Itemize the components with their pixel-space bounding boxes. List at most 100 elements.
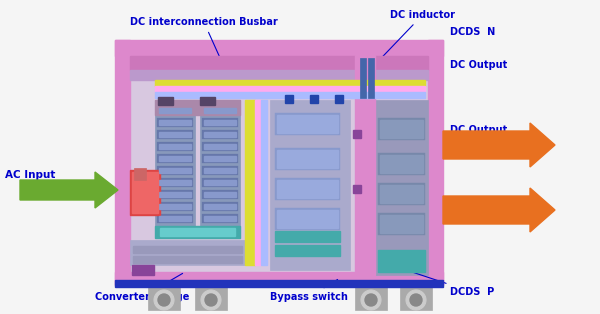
Text: Converter bridge: Converter bridge [95, 273, 190, 302]
Bar [310, 95, 318, 103]
Polygon shape [20, 172, 118, 208]
Bar [157, 118, 193, 127]
Bar [130, 70, 428, 80]
Bar [159, 216, 191, 221]
Text: AC Input: AC Input [5, 170, 55, 180]
Bar [115, 40, 443, 56]
Bar [132, 172, 158, 213]
Bar [159, 120, 191, 125]
Bar [204, 120, 236, 125]
Bar [355, 55, 375, 275]
Bar [157, 202, 193, 211]
Circle shape [410, 294, 422, 306]
Bar [200, 97, 215, 105]
Bar [157, 166, 193, 175]
Bar [378, 118, 425, 140]
Bar [157, 142, 193, 151]
Bar [115, 280, 443, 287]
Bar [277, 210, 338, 228]
Bar [204, 132, 236, 137]
Bar [133, 256, 242, 263]
Bar [130, 56, 428, 70]
Bar [159, 204, 191, 209]
Bar [130, 170, 160, 215]
Bar [375, 100, 428, 275]
Text: DCDS  N: DCDS N [450, 27, 495, 37]
Bar [157, 190, 193, 199]
Bar [115, 272, 443, 285]
Bar [335, 95, 343, 103]
Bar [155, 80, 425, 86]
Bar [353, 130, 361, 138]
Bar [368, 58, 374, 98]
Bar [157, 154, 193, 163]
Bar [132, 265, 154, 275]
Circle shape [361, 290, 381, 310]
Bar [160, 228, 235, 236]
Bar [159, 108, 191, 113]
Bar [202, 166, 238, 175]
Circle shape [154, 290, 174, 310]
Bar [428, 40, 443, 285]
Bar [204, 168, 236, 173]
Bar [400, 287, 432, 310]
Bar [200, 100, 240, 230]
Circle shape [406, 290, 426, 310]
Bar [275, 231, 340, 242]
Bar [275, 148, 340, 170]
Bar [157, 106, 193, 115]
Bar [261, 100, 267, 265]
Bar [353, 185, 361, 193]
Bar [157, 130, 193, 139]
Bar [275, 113, 340, 135]
Bar [202, 142, 238, 151]
Bar [277, 115, 338, 133]
Bar [277, 180, 338, 198]
Bar [202, 202, 238, 211]
Bar [380, 215, 423, 233]
Bar [148, 287, 180, 310]
Circle shape [205, 294, 217, 306]
Bar [202, 178, 238, 187]
Text: DCDS  P: DCDS P [403, 269, 494, 297]
Bar [130, 56, 428, 272]
Bar [255, 100, 261, 265]
Bar [159, 156, 191, 161]
Bar [378, 183, 425, 205]
Bar [202, 118, 238, 127]
Text: DC inductor: DC inductor [367, 10, 455, 73]
Polygon shape [443, 123, 555, 167]
Text: DC Output: DC Output [450, 125, 507, 135]
Bar [275, 245, 340, 256]
Bar [155, 92, 425, 98]
Bar [380, 155, 423, 173]
Bar [204, 108, 236, 113]
Bar [275, 178, 340, 200]
Bar [275, 208, 340, 230]
Bar [202, 214, 238, 223]
Bar [159, 180, 191, 185]
Bar [378, 153, 425, 175]
Circle shape [158, 294, 170, 306]
Bar [378, 250, 425, 272]
Bar [158, 97, 173, 105]
Bar [159, 132, 191, 137]
Text: DC Output: DC Output [450, 60, 507, 70]
Bar [202, 154, 238, 163]
Bar [378, 213, 425, 235]
Bar [204, 180, 236, 185]
Bar [270, 100, 350, 270]
Bar [245, 100, 255, 265]
Bar [155, 86, 425, 92]
Bar [204, 144, 236, 149]
Bar [202, 106, 238, 115]
Bar [204, 216, 236, 221]
Bar [285, 95, 293, 103]
Circle shape [201, 290, 221, 310]
Bar [204, 204, 236, 209]
Bar [159, 144, 191, 149]
Bar [277, 150, 338, 168]
Bar [155, 100, 240, 115]
Bar [380, 120, 423, 138]
Text: Bypass switch: Bypass switch [270, 279, 348, 302]
